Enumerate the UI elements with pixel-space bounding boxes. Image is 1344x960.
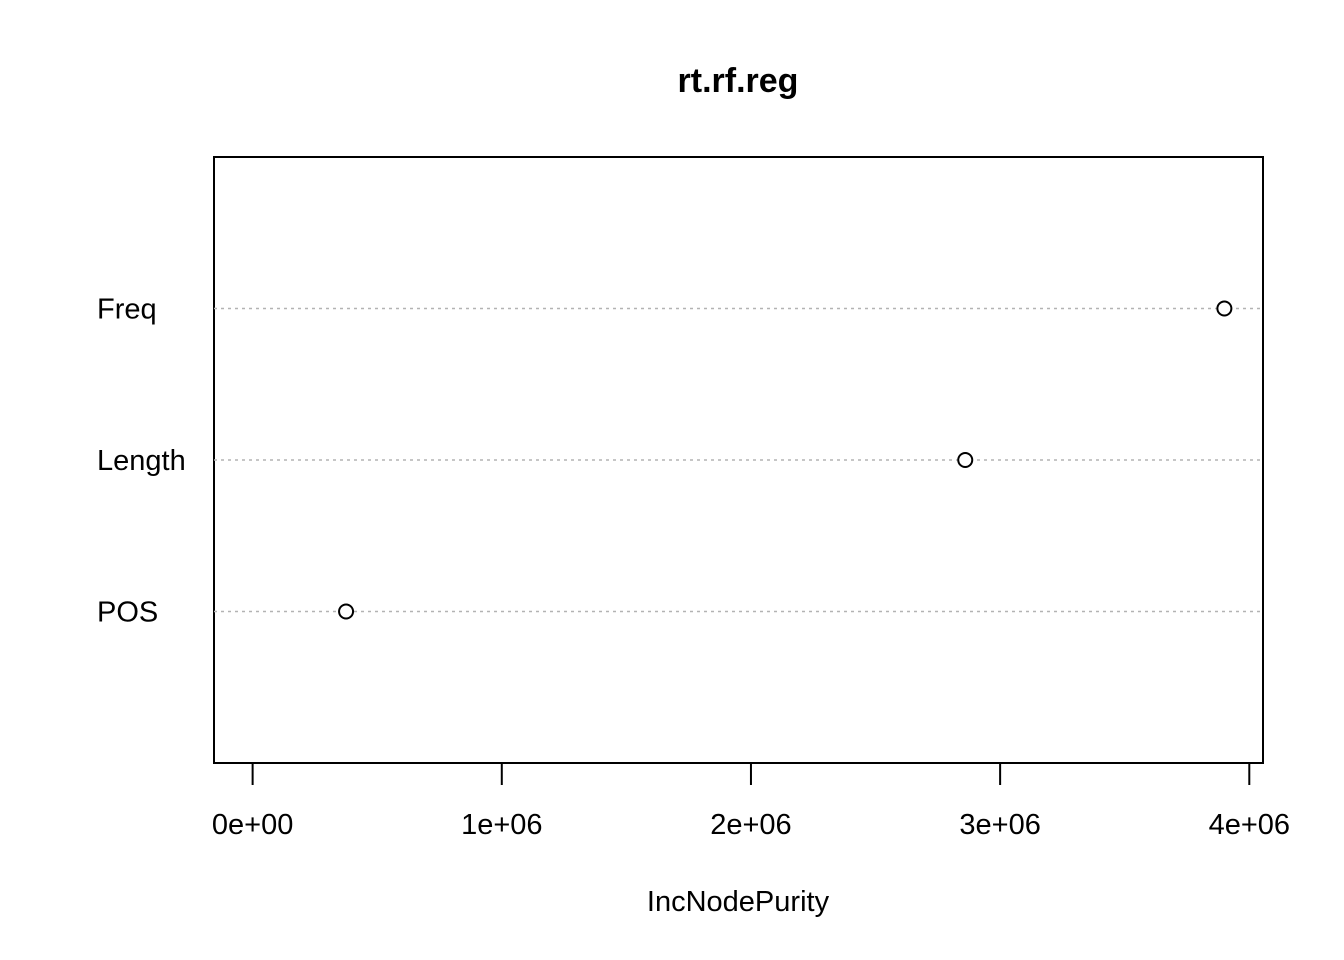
- x-axis-label: IncNodePurity: [647, 886, 830, 918]
- x-tick-label: 1e+06: [461, 809, 542, 841]
- category-labels: POS Length Freq: [97, 294, 186, 629]
- x-tick-label: 4e+06: [1209, 809, 1290, 841]
- category-gridlines: [214, 309, 1263, 612]
- x-tick-label: 3e+06: [959, 809, 1040, 841]
- chart-title: rt.rf.reg: [678, 62, 799, 100]
- category-label-freq: Freq: [97, 294, 157, 326]
- point-pos: [339, 605, 353, 619]
- category-label-pos: POS: [97, 597, 158, 629]
- x-tick-label: 0e+00: [212, 809, 293, 841]
- point-length: [958, 453, 972, 467]
- x-tick-label: 2e+06: [710, 809, 791, 841]
- point-freq: [1217, 302, 1231, 316]
- x-axis: 0e+00 1e+06 2e+06 3e+06 4e+06: [212, 763, 1290, 841]
- category-label-length: Length: [97, 445, 186, 477]
